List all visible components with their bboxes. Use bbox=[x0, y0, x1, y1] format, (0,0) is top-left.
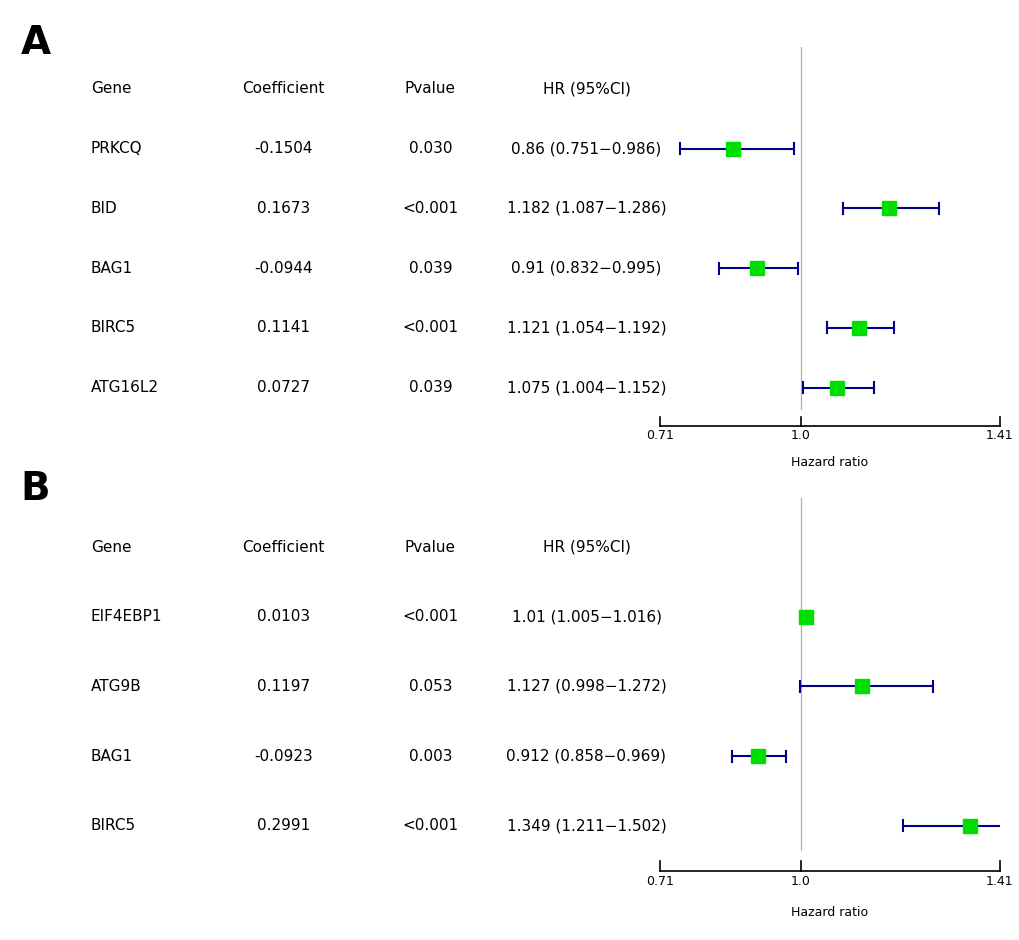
Text: 0.86 (0.751−0.986): 0.86 (0.751−0.986) bbox=[511, 141, 661, 156]
Text: -0.0944: -0.0944 bbox=[254, 260, 313, 275]
Text: 1.41: 1.41 bbox=[984, 430, 1013, 443]
Text: -0.0923: -0.0923 bbox=[254, 748, 313, 763]
Text: 1.075 (1.004−1.152): 1.075 (1.004−1.152) bbox=[506, 380, 665, 395]
Text: 1.0: 1.0 bbox=[790, 874, 810, 887]
Text: B: B bbox=[20, 470, 50, 508]
Bar bbox=[881, 201, 895, 215]
Text: 0.71: 0.71 bbox=[645, 874, 674, 887]
Text: Hazard ratio: Hazard ratio bbox=[791, 906, 867, 919]
Text: 0.71: 0.71 bbox=[645, 430, 674, 443]
Text: 0.1141: 0.1141 bbox=[257, 321, 310, 336]
Text: -0.1504: -0.1504 bbox=[254, 141, 313, 156]
Text: 1.01 (1.005−1.016): 1.01 (1.005−1.016) bbox=[511, 609, 661, 624]
Text: 0.030: 0.030 bbox=[409, 141, 451, 156]
Text: 0.912 (0.858−0.969): 0.912 (0.858−0.969) bbox=[506, 748, 665, 763]
Text: Coefficient: Coefficient bbox=[243, 82, 324, 96]
Bar bbox=[852, 321, 865, 335]
Text: ATG9B: ATG9B bbox=[91, 679, 142, 694]
Text: <0.001: <0.001 bbox=[401, 819, 459, 834]
Text: BAG1: BAG1 bbox=[91, 748, 132, 763]
Text: 1.121 (1.054−1.192): 1.121 (1.054−1.192) bbox=[506, 321, 665, 336]
Bar bbox=[855, 680, 868, 694]
Text: 1.127 (0.998−1.272): 1.127 (0.998−1.272) bbox=[506, 679, 665, 694]
Text: 1.41: 1.41 bbox=[984, 874, 1013, 887]
Bar bbox=[749, 261, 763, 275]
Text: 0.053: 0.053 bbox=[409, 679, 451, 694]
Text: 1.0: 1.0 bbox=[790, 430, 810, 443]
Text: Hazard ratio: Hazard ratio bbox=[791, 456, 867, 469]
Bar bbox=[725, 142, 739, 156]
Text: 0.003: 0.003 bbox=[409, 748, 451, 763]
Text: 0.0727: 0.0727 bbox=[257, 380, 310, 395]
Text: PRKCQ: PRKCQ bbox=[91, 141, 143, 156]
Text: Gene: Gene bbox=[91, 82, 131, 96]
Text: HR (95%CI): HR (95%CI) bbox=[542, 540, 630, 555]
Text: 0.91 (0.832−0.995): 0.91 (0.832−0.995) bbox=[511, 260, 661, 275]
Text: EIF4EBP1: EIF4EBP1 bbox=[91, 609, 162, 624]
Text: BAG1: BAG1 bbox=[91, 260, 132, 275]
Text: 0.2991: 0.2991 bbox=[257, 819, 310, 834]
Text: Coefficient: Coefficient bbox=[243, 540, 324, 555]
Text: BIRC5: BIRC5 bbox=[91, 819, 136, 834]
Text: 0.1197: 0.1197 bbox=[257, 679, 310, 694]
Text: A: A bbox=[20, 24, 51, 61]
Text: <0.001: <0.001 bbox=[401, 201, 459, 216]
Text: 0.0103: 0.0103 bbox=[257, 609, 310, 624]
Text: 0.039: 0.039 bbox=[409, 260, 451, 275]
Text: Pvalue: Pvalue bbox=[405, 82, 455, 96]
Text: Pvalue: Pvalue bbox=[405, 540, 455, 555]
Text: BIRC5: BIRC5 bbox=[91, 321, 136, 336]
Text: 1.182 (1.087−1.286): 1.182 (1.087−1.286) bbox=[506, 201, 665, 216]
Bar bbox=[750, 749, 764, 763]
Text: Gene: Gene bbox=[91, 540, 131, 555]
Text: <0.001: <0.001 bbox=[401, 609, 459, 624]
Text: 0.1673: 0.1673 bbox=[257, 201, 310, 216]
Text: 0.039: 0.039 bbox=[409, 380, 451, 395]
Bar bbox=[962, 819, 976, 833]
Text: BID: BID bbox=[91, 201, 117, 216]
Bar bbox=[829, 381, 843, 395]
Bar bbox=[798, 610, 812, 624]
Text: HR (95%CI): HR (95%CI) bbox=[542, 82, 630, 96]
Text: ATG16L2: ATG16L2 bbox=[91, 380, 159, 395]
Text: <0.001: <0.001 bbox=[401, 321, 459, 336]
Text: 1.349 (1.211−1.502): 1.349 (1.211−1.502) bbox=[506, 819, 665, 834]
